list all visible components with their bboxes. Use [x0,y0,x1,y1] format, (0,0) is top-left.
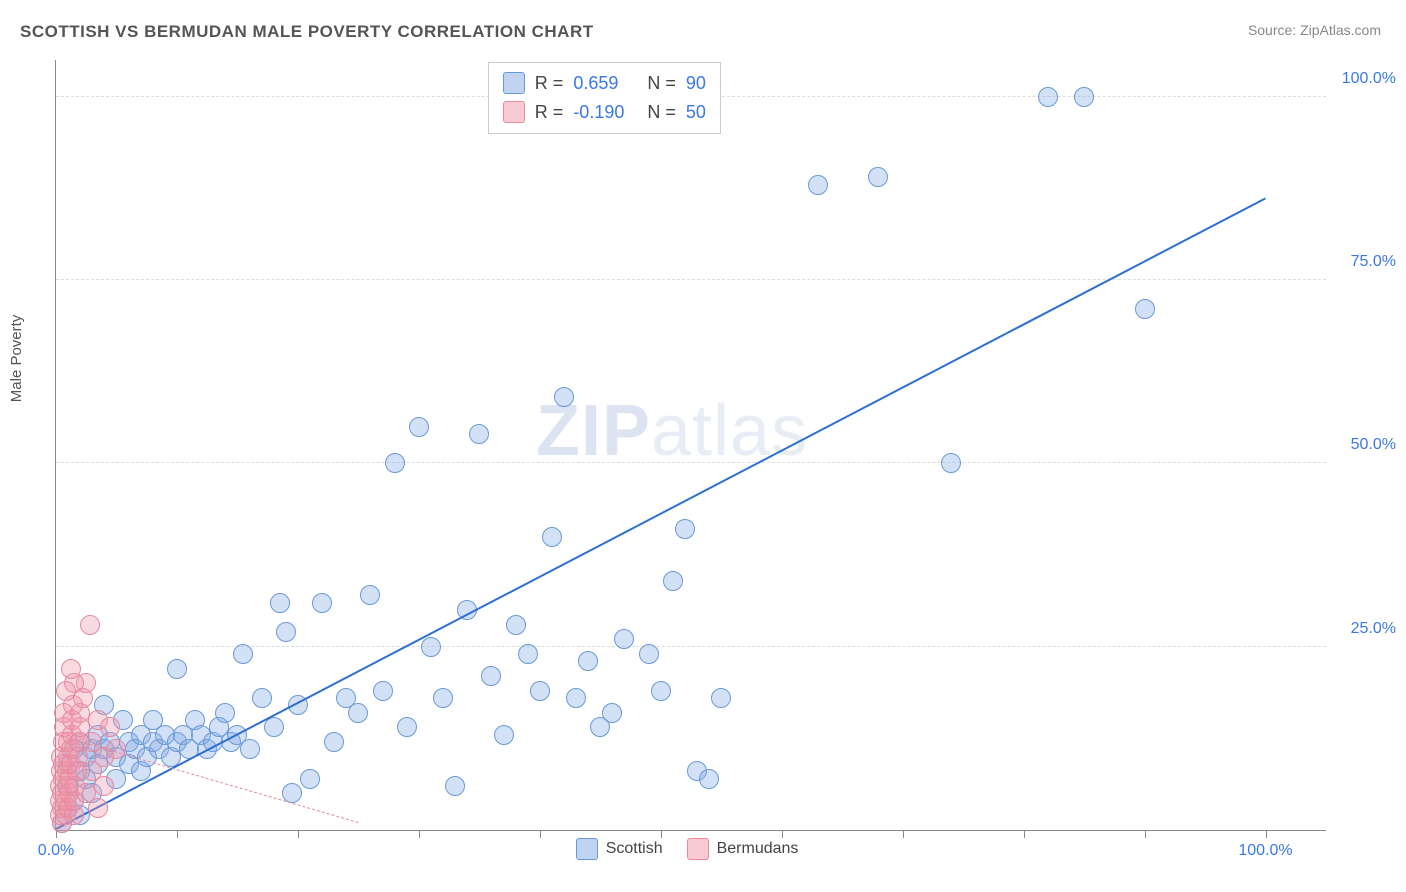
x-tick [903,830,904,838]
legend-n-label: N = [647,98,676,127]
x-tick [177,830,178,838]
legend-r-label: R = [535,98,564,127]
data-point [61,659,81,679]
legend-swatch [687,838,709,860]
legend-row: R = 0.659 N = 90 [503,69,706,98]
data-point [578,651,598,671]
data-point [651,681,671,701]
legend-n-value: 90 [686,69,706,98]
data-point [215,703,235,723]
x-tick [1145,830,1146,838]
data-point [409,417,429,437]
legend-swatch [503,101,525,123]
data-point [675,519,695,539]
trend-line [56,197,1266,829]
data-point [167,659,187,679]
legend-bottom: Scottish Bermudans [576,838,799,860]
x-tick-label-end: 100.0% [1238,842,1292,860]
data-point [240,739,260,759]
legend-r-label: R = [535,69,564,98]
data-point [941,453,961,473]
data-point [100,717,120,737]
data-point [373,681,393,701]
chart-title: SCOTTISH VS BERMUDAN MALE POVERTY CORREL… [20,22,594,42]
x-tick-label-start: 0.0% [38,842,74,860]
data-point [554,387,574,407]
source-attribution: Source: ZipAtlas.com [1248,22,1381,38]
data-point [868,167,888,187]
data-point [469,424,489,444]
data-point [445,776,465,796]
data-point [56,681,76,701]
data-point [397,717,417,737]
data-point [94,776,114,796]
legend-swatch [576,838,598,860]
data-point [663,571,683,591]
watermark-zip: ZIP [536,391,651,471]
legend-row: R = -0.190 N = 50 [503,98,706,127]
data-point [421,637,441,657]
data-point [808,175,828,195]
x-tick [782,830,783,838]
data-point [494,725,514,745]
data-point [481,666,501,686]
legend-r-value: 0.659 [573,69,637,98]
legend-r-value: -0.190 [573,98,637,127]
data-point [276,622,296,642]
data-point [518,644,538,664]
data-point [348,703,368,723]
data-point [385,453,405,473]
data-point [264,717,284,737]
scatter-plot-area: ZIPatlas 25.0%50.0%75.0%100.0%0.0%100.0%… [55,60,1326,831]
y-tick-label: 50.0% [1336,436,1396,454]
data-point [639,644,659,664]
data-point [542,527,562,547]
data-point [506,615,526,635]
x-tick [540,830,541,838]
source-label: Source: [1248,22,1300,38]
x-tick [1024,830,1025,838]
data-point [699,769,719,789]
data-point [602,703,622,723]
data-point [1135,299,1155,319]
y-tick-label: 75.0% [1336,253,1396,271]
data-point [80,615,100,635]
data-point [312,593,332,613]
legend-item-label: Scottish [606,840,663,858]
legend-swatch [503,72,525,94]
y-tick-label: 25.0% [1336,620,1396,638]
x-tick [661,830,662,838]
data-point [324,732,344,752]
y-tick-label: 100.0% [1336,70,1396,88]
data-point [711,688,731,708]
legend-n-value: 50 [686,98,706,127]
data-point [252,688,272,708]
data-point [433,688,453,708]
legend-n-label: N = [647,69,676,98]
data-point [1038,87,1058,107]
legend-correlation: R = 0.659 N = 90 R = -0.190 N = 50 [488,62,721,134]
legend-item: Scottish [576,838,663,860]
data-point [300,769,320,789]
data-point [614,629,634,649]
data-point [1074,87,1094,107]
watermark: ZIPatlas [536,390,808,472]
data-point [566,688,586,708]
source-link[interactable]: ZipAtlas.com [1300,22,1381,38]
gridline-h [56,462,1326,463]
legend-item: Bermudans [687,838,799,860]
data-point [88,798,108,818]
legend-item-label: Bermudans [717,840,799,858]
data-point [233,644,253,664]
x-tick [419,830,420,838]
data-point [530,681,550,701]
gridline-h [56,279,1326,280]
data-point [270,593,290,613]
y-axis-label: Male Poverty [8,315,25,403]
x-tick [298,830,299,838]
data-point [360,585,380,605]
watermark-atlas: atlas [651,391,808,471]
x-tick [1266,830,1267,838]
